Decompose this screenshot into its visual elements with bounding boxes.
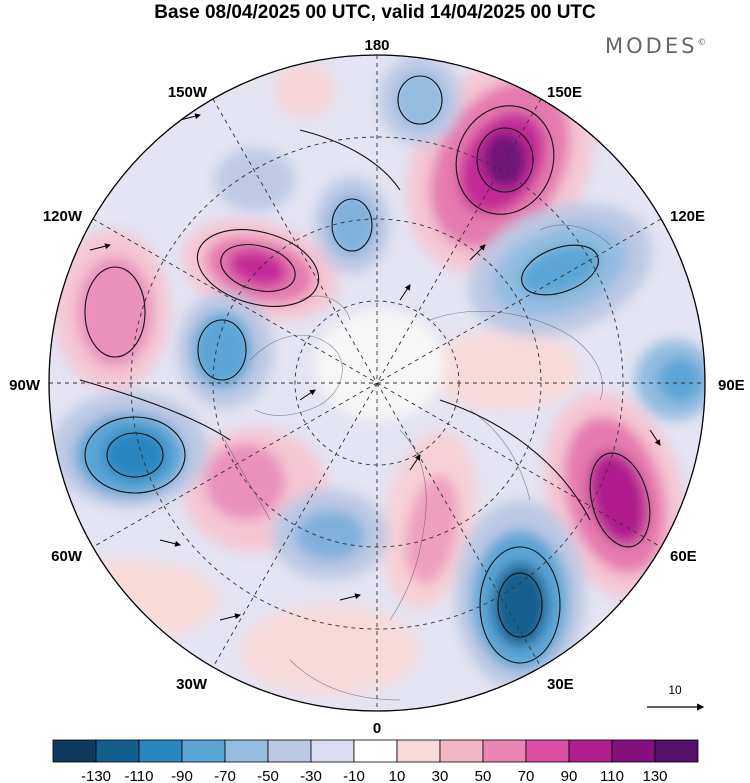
lon-label-60e: 60E	[670, 548, 697, 565]
colorbar-tick-label: -70	[214, 768, 236, 783]
lon-label-180: 180	[364, 37, 389, 54]
lon-label-90e: 90E	[718, 377, 745, 394]
colorbar-tick-label: -30	[300, 768, 322, 783]
colorbar-tick-label: -130	[81, 768, 111, 783]
lon-label-150w: 150W	[168, 84, 208, 101]
brand-text: MODES	[605, 34, 698, 58]
colorbar-tick-label: -10	[343, 768, 365, 783]
colorbar-swatch	[267, 739, 312, 763]
colorbar-swatch	[611, 739, 656, 763]
chart-title: Base 08/04/2025 00 UTC, valid 14/04/2025…	[154, 2, 596, 23]
colorbar-tick-label: 110	[600, 768, 624, 783]
lon-label-120e: 120E	[670, 208, 705, 225]
lon-label-120w: 120W	[43, 208, 83, 225]
colorbar-swatch	[138, 739, 183, 763]
colorbar-swatch	[52, 739, 97, 763]
vector-reference-label: 10	[668, 683, 682, 697]
lon-label-30w: 30W	[176, 676, 208, 693]
colorbar-swatch	[224, 739, 269, 763]
colorbar-swatch	[396, 739, 441, 763]
brand-mark: ©	[697, 38, 707, 48]
colorbar-swatch	[525, 739, 570, 763]
colorbar-tick-label: 30	[432, 768, 449, 783]
modes-logo: MODES©	[605, 34, 706, 58]
colorbar-tick-label: 90	[561, 768, 578, 783]
colorbar: -130 -110 -90 -70 -50 -30 -10 10 30 50 70 90 110 130	[52, 739, 699, 783]
coastlines	[224, 224, 611, 701]
map-disk	[49, 55, 705, 711]
streamlines	[79, 75, 651, 664]
map-border	[48, 54, 706, 712]
colorbar-swatch	[439, 739, 484, 763]
colorbar-tick-label: -110	[125, 768, 154, 783]
colorbar-swatch	[181, 739, 226, 763]
colorbar-tick-label: -90	[171, 768, 193, 783]
colorbar-swatch	[310, 739, 355, 763]
colorbar-swatch	[568, 739, 613, 763]
colorbar-tick-label: -50	[257, 768, 279, 783]
lon-label-60w: 60W	[51, 548, 83, 565]
colorbar-tick-label: 130	[642, 768, 667, 783]
lon-label-30e: 30E	[547, 676, 574, 693]
lon-label-0: 0	[373, 720, 381, 737]
lon-label-90w: 90W	[9, 377, 41, 394]
colorbar-tick-label: 10	[389, 768, 406, 783]
colorbar-tick-label: 70	[518, 768, 535, 783]
colorbar-swatch	[654, 739, 699, 763]
lon-label-150e: 150E	[547, 84, 582, 101]
colorbar-swatch	[95, 739, 140, 763]
colorbar-swatch	[353, 739, 398, 763]
colorbar-tick-label: 50	[475, 768, 492, 783]
colorbar-swatch	[482, 739, 527, 763]
graticule	[49, 55, 705, 711]
